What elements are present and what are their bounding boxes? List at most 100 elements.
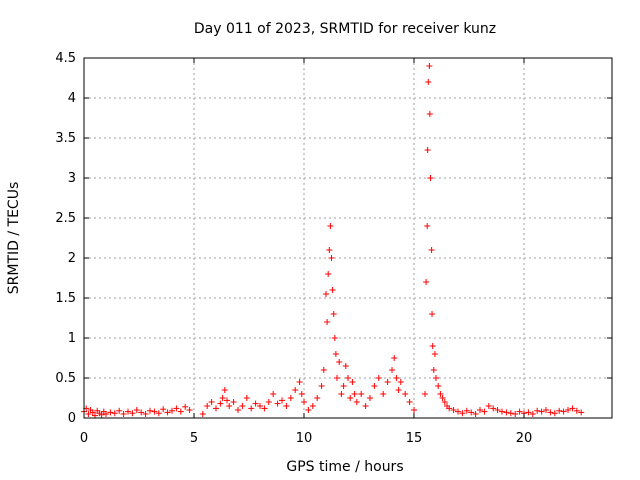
data-point: [226, 403, 233, 409]
data-point: [309, 403, 316, 409]
chart-title: Day 011 of 2023, SRMTID for receiver kun…: [194, 21, 496, 37]
data-point: [353, 399, 360, 405]
data-point: [435, 383, 442, 389]
data-point: [334, 375, 340, 381]
data-point: [429, 311, 436, 317]
data-point: [186, 407, 193, 413]
data-point: [441, 399, 448, 405]
data-point: [98, 411, 105, 418]
data-point: [481, 408, 488, 415]
data-point: [204, 403, 211, 409]
data-point: [265, 399, 272, 405]
data-point: [472, 411, 479, 417]
data-point: [411, 407, 417, 413]
data-point: [332, 351, 339, 357]
data-point: [426, 111, 433, 117]
data-point: [503, 409, 510, 416]
data-point: [230, 399, 237, 405]
data-point: [380, 391, 387, 397]
data-point: [426, 63, 433, 69]
plot-frame: [83, 57, 613, 419]
data-point: [512, 411, 519, 417]
data-point: [529, 411, 536, 417]
x-tick-label: 20: [516, 431, 533, 446]
data-point: [327, 223, 334, 229]
data-point: [391, 355, 398, 361]
data-point: [565, 407, 571, 413]
data-point: [516, 408, 523, 415]
axes-layer: 0 0.5 1 1.5 2 2.5 3 3.5 4 4.5 0 5 10 15 20: [55, 51, 613, 446]
data-point: [160, 406, 167, 413]
data-point: [362, 403, 369, 409]
data-point: [138, 409, 145, 416]
data-point: [459, 410, 466, 417]
data-point: [318, 383, 325, 389]
data-point: [351, 391, 358, 397]
data-point: [450, 407, 457, 413]
data-point: [468, 409, 475, 416]
data-point: [455, 408, 461, 415]
data-point: [239, 403, 246, 409]
data-point: [326, 247, 333, 253]
data-point: [330, 311, 337, 317]
data-point: [324, 319, 331, 325]
y-tick-label: 1: [68, 331, 76, 346]
data-point: [446, 405, 453, 412]
data-point: [243, 395, 250, 401]
data-point: [235, 407, 241, 413]
data-point: [252, 400, 259, 407]
data-point: [261, 405, 268, 412]
data-point: [133, 407, 140, 413]
data-point: [424, 223, 431, 229]
data-point: [477, 407, 483, 413]
data-point: [325, 271, 332, 277]
data-point: [439, 395, 446, 401]
data-point: [151, 408, 158, 415]
data-point: [507, 410, 514, 417]
data-point: [427, 175, 434, 181]
data-point: [85, 411, 92, 417]
data-point: [428, 247, 435, 253]
data-point: [349, 379, 356, 385]
data-point: [347, 395, 354, 401]
data-point: [89, 409, 96, 416]
data-point: [221, 387, 228, 393]
data-point: [367, 395, 373, 401]
y-tick-label: 3: [68, 171, 76, 186]
data-point: [494, 407, 501, 413]
data-point: [573, 407, 580, 414]
data-point: [406, 399, 413, 405]
grid-layer: [84, 57, 612, 418]
data-point: [375, 375, 382, 381]
y-tick-label: 2.5: [55, 211, 76, 226]
data-point: [296, 379, 303, 385]
data-point: [283, 403, 290, 409]
data-point: [298, 391, 305, 397]
data-point: [395, 387, 402, 393]
y-tick-label: 4: [68, 91, 76, 106]
data-point: [147, 407, 153, 414]
data-point: [551, 410, 558, 417]
data-point: [120, 411, 127, 417]
y-tick-label: 1.5: [55, 291, 76, 306]
data-point: [402, 391, 409, 397]
data-point: [578, 409, 585, 416]
data-point: [499, 408, 505, 415]
data-point: [340, 383, 347, 389]
data-point: [164, 409, 171, 416]
data-point: [534, 407, 541, 414]
data-point: [569, 405, 576, 412]
data-point: [431, 351, 438, 357]
data-point: [248, 405, 255, 412]
data-point: [177, 408, 184, 415]
points-layer: [81, 63, 585, 419]
data-point: [279, 397, 285, 404]
data-point: [301, 399, 307, 405]
data-point: [525, 409, 532, 416]
data-point: [142, 411, 149, 417]
data-point: [323, 291, 329, 297]
data-point: [560, 408, 567, 415]
y-tick-label: 2: [68, 251, 76, 266]
data-point: [270, 391, 277, 397]
